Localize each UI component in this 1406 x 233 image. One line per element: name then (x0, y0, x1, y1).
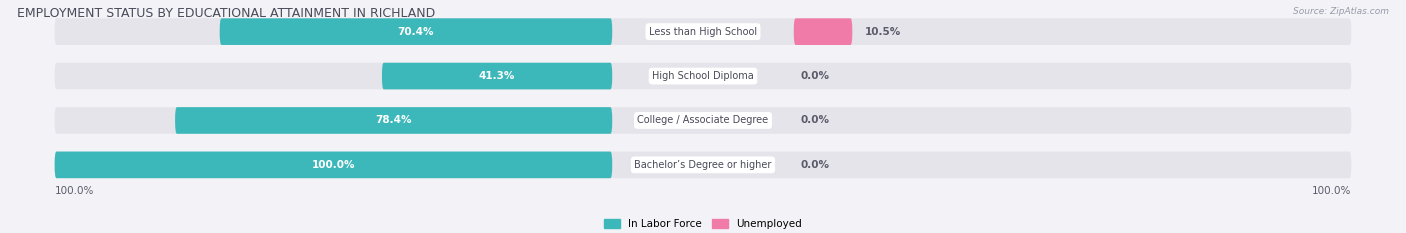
FancyBboxPatch shape (219, 18, 612, 45)
FancyBboxPatch shape (55, 63, 1351, 89)
Text: 0.0%: 0.0% (800, 160, 830, 170)
FancyBboxPatch shape (794, 18, 852, 45)
Text: 0.0%: 0.0% (800, 71, 830, 81)
FancyBboxPatch shape (55, 151, 1351, 178)
Text: 100.0%: 100.0% (312, 160, 356, 170)
Text: 70.4%: 70.4% (398, 27, 434, 37)
Text: 100.0%: 100.0% (1312, 186, 1351, 196)
Text: College / Associate Degree: College / Associate Degree (637, 116, 769, 125)
FancyBboxPatch shape (55, 151, 612, 178)
FancyBboxPatch shape (176, 107, 612, 134)
Legend: In Labor Force, Unemployed: In Labor Force, Unemployed (600, 215, 806, 233)
Text: 78.4%: 78.4% (375, 116, 412, 125)
FancyBboxPatch shape (55, 18, 1351, 45)
Text: Bachelor’s Degree or higher: Bachelor’s Degree or higher (634, 160, 772, 170)
FancyBboxPatch shape (55, 107, 1351, 134)
Text: EMPLOYMENT STATUS BY EDUCATIONAL ATTAINMENT IN RICHLAND: EMPLOYMENT STATUS BY EDUCATIONAL ATTAINM… (17, 7, 434, 20)
Text: 10.5%: 10.5% (865, 27, 901, 37)
Text: 41.3%: 41.3% (479, 71, 515, 81)
FancyBboxPatch shape (382, 63, 612, 89)
Text: 100.0%: 100.0% (55, 186, 94, 196)
Text: High School Diploma: High School Diploma (652, 71, 754, 81)
Text: Source: ZipAtlas.com: Source: ZipAtlas.com (1294, 7, 1389, 16)
Text: 0.0%: 0.0% (800, 116, 830, 125)
Text: Less than High School: Less than High School (650, 27, 756, 37)
